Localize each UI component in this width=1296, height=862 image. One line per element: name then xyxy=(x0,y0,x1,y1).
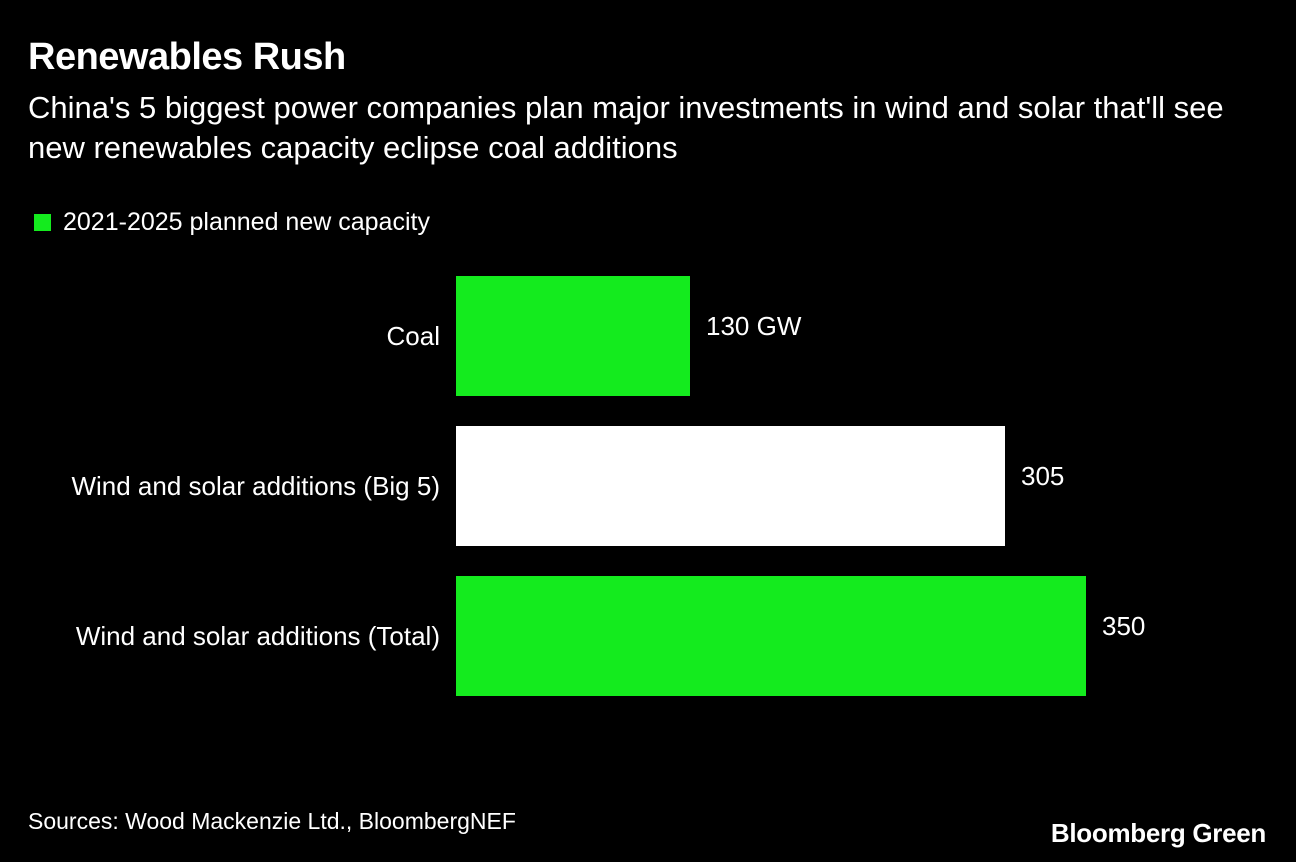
bar xyxy=(456,576,1086,696)
category-label: Coal xyxy=(387,321,440,351)
value-label: 350 xyxy=(1102,611,1145,641)
legend: 2021-2025 planned new capacity xyxy=(34,206,430,238)
category-label: Wind and solar additions (Big 5) xyxy=(71,471,440,501)
value-label: 305 xyxy=(1021,461,1064,491)
chart-title: Renewables Rush xyxy=(28,36,346,78)
bar-chart: Coal 130 GW Wind and solar additions (Big … xyxy=(71,276,1145,696)
legend-swatch xyxy=(34,213,51,231)
chart-subtitle: China's 5 biggest power companies plan m… xyxy=(28,90,1224,165)
brand-logo: Bloomberg Green xyxy=(1050,818,1266,848)
bar xyxy=(456,426,1005,546)
value-label: 130 GW xyxy=(706,311,802,341)
category-label: Wind and solar additions (Total) xyxy=(76,621,440,651)
source-note: Sources: Wood Mackenzie Ltd., BloombergN… xyxy=(28,808,516,834)
legend-label: 2021-2025 planned new capacity xyxy=(63,207,430,236)
bar xyxy=(456,276,690,396)
